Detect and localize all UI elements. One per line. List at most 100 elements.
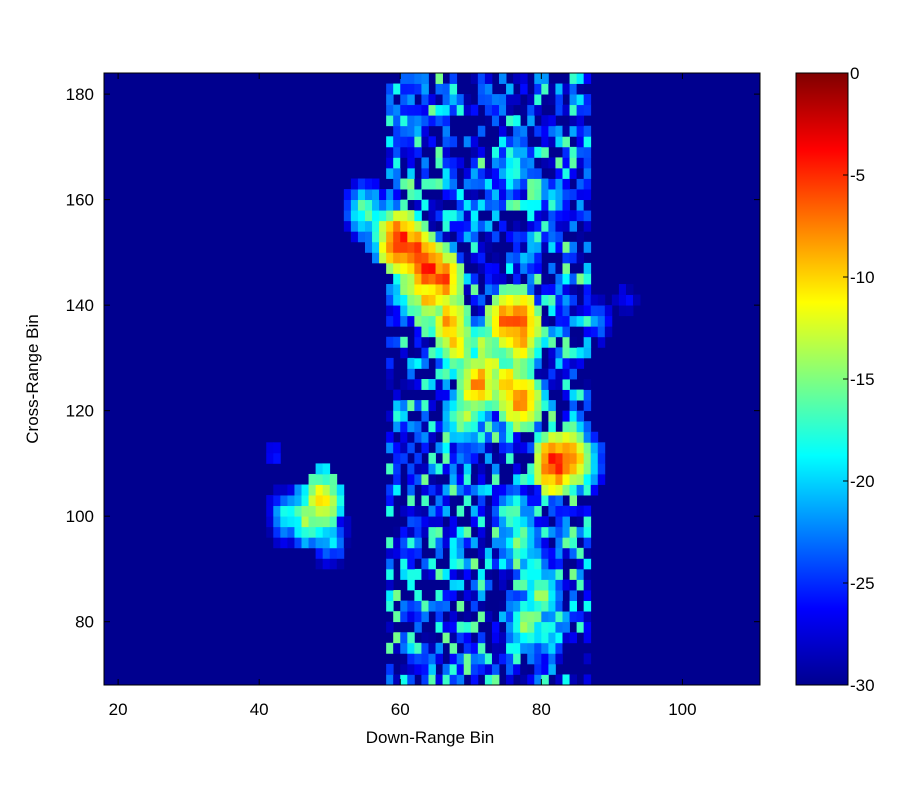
heatmap-cell — [583, 547, 592, 559]
x-tick-label: 80 — [532, 700, 551, 719]
heatmap-cell — [442, 157, 451, 169]
heatmap-cell — [407, 642, 415, 654]
heatmap-cell — [470, 579, 479, 591]
heatmap-cell — [484, 611, 493, 623]
heatmap-cell — [491, 642, 500, 654]
heatmap-cell — [442, 421, 451, 433]
heatmap-cell — [442, 368, 451, 380]
heatmap-cell — [534, 231, 542, 243]
heatmap-cell — [520, 294, 528, 306]
heatmap-cell — [315, 558, 324, 570]
heatmap-cell — [513, 547, 521, 559]
heatmap-cell — [414, 210, 422, 222]
heatmap-cell — [555, 178, 563, 190]
heatmap-cell — [491, 178, 500, 190]
heatmap-cell — [294, 516, 302, 528]
heatmap-cell — [618, 284, 627, 295]
x-tick-label: 100 — [668, 700, 696, 719]
heatmap-cell — [435, 674, 443, 686]
heatmap-cell — [456, 157, 465, 169]
heatmap-cell — [484, 431, 493, 443]
heatmap-cell — [569, 220, 577, 232]
heatmap-cell — [428, 231, 436, 243]
heatmap-cell — [562, 220, 570, 232]
heatmap-cell — [583, 579, 592, 591]
heatmap-cell — [534, 94, 542, 106]
heatmap-cell — [555, 547, 563, 559]
heatmap-cell — [513, 336, 521, 348]
heatmap-cell — [534, 442, 542, 454]
heatmap-cell — [273, 505, 281, 517]
heatmap-cell — [597, 463, 606, 475]
heatmap-cell — [491, 526, 500, 538]
heatmap-cell — [386, 674, 394, 686]
heatmap-cell — [576, 410, 585, 422]
heatmap-cell — [548, 326, 556, 338]
heatmap-cell — [534, 516, 542, 528]
heatmap-cell — [569, 252, 577, 264]
heatmap-cell — [449, 579, 458, 591]
heatmap-cell — [583, 125, 592, 137]
heatmap-cell — [506, 189, 514, 201]
heatmap-cell — [541, 590, 549, 601]
heatmap-cell — [442, 146, 451, 158]
heatmap-cell — [491, 315, 500, 327]
heatmap-cell — [470, 600, 479, 612]
heatmap-cell — [343, 189, 352, 201]
heatmap-cell — [534, 600, 542, 612]
heatmap-cell — [449, 516, 458, 528]
heatmap-cell — [548, 663, 556, 675]
heatmap-cell — [548, 547, 556, 559]
heatmap-cell — [562, 431, 570, 443]
heatmap-cell — [435, 516, 443, 528]
heatmap-cell — [548, 262, 556, 274]
heatmap-cell — [477, 315, 486, 327]
heatmap-cell — [456, 336, 465, 348]
heatmap-cell — [484, 547, 493, 559]
heatmap-cell — [301, 516, 309, 528]
heatmap-cell — [499, 73, 507, 84]
heatmap-cell — [520, 568, 528, 580]
heatmap-cell — [407, 368, 415, 380]
heatmap-cell — [477, 294, 486, 306]
heatmap-cell — [499, 442, 507, 454]
heatmap-cell — [308, 526, 317, 538]
heatmap-cell — [435, 94, 443, 106]
heatmap-cell — [513, 146, 521, 158]
heatmap-cell — [308, 495, 317, 507]
heatmap-cell — [315, 516, 324, 528]
heatmap-cell — [421, 199, 429, 211]
heatmap-cell — [428, 526, 436, 538]
heatmap-cell — [513, 642, 521, 654]
heatmap-cell — [527, 568, 535, 580]
heatmap-cell — [442, 357, 451, 369]
heatmap-cell — [491, 473, 500, 485]
heatmap-cell — [463, 473, 472, 485]
heatmap-cell — [456, 590, 465, 601]
heatmap-cell — [308, 505, 317, 517]
heatmap-cell — [506, 400, 514, 412]
heatmap-cell — [407, 558, 415, 570]
heatmap-cell — [456, 389, 465, 401]
heatmap-cell — [336, 526, 345, 538]
heatmap-cell — [520, 526, 528, 538]
heatmap-cell — [442, 663, 451, 675]
heatmap-cell — [400, 442, 408, 454]
heatmap-cell — [470, 104, 479, 116]
heatmap-cell — [407, 653, 415, 665]
heatmap-cell — [470, 273, 479, 285]
heatmap-cell — [548, 621, 556, 633]
heatmap-cell — [513, 115, 521, 127]
heatmap-cell — [428, 178, 436, 190]
heatmap-cell — [562, 284, 570, 295]
heatmap-cell — [569, 484, 577, 496]
heatmap-cell — [400, 421, 408, 433]
heatmap-cell — [534, 663, 542, 675]
heatmap-cell — [421, 505, 429, 517]
heatmap-cell — [442, 125, 451, 137]
heatmap-cell — [583, 189, 592, 201]
heatmap-cell — [463, 231, 472, 243]
heatmap-cell — [400, 305, 408, 317]
heatmap-cell — [506, 94, 514, 106]
heatmap-cell — [506, 442, 514, 454]
